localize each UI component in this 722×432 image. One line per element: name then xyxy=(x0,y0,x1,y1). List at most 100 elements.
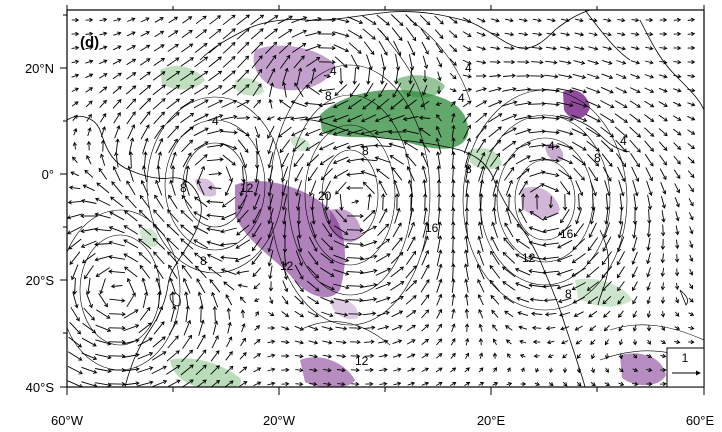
wind-vector xyxy=(689,226,693,234)
wind-vector-head xyxy=(649,74,655,79)
wind-vector xyxy=(587,237,599,251)
wind-vector-head xyxy=(162,365,167,370)
wind-vector-head xyxy=(370,353,375,359)
wind-vector xyxy=(588,32,598,36)
wind-vector-head xyxy=(451,151,456,156)
wind-vector-head xyxy=(424,381,430,386)
wind-vector xyxy=(335,209,347,223)
wind-vector-head xyxy=(213,320,219,325)
wind-vector xyxy=(493,208,497,224)
wind-vector xyxy=(644,127,654,137)
wind-vector-head xyxy=(299,340,304,345)
wind-vector xyxy=(73,128,77,136)
wind-vector-head xyxy=(376,105,381,110)
wind-vector-head xyxy=(481,46,487,51)
wind-vector-head xyxy=(268,287,274,292)
wind-vector-head xyxy=(411,324,416,329)
wind-vector-head xyxy=(373,240,378,245)
wind-vector-head xyxy=(534,193,540,198)
wind-vector xyxy=(492,180,498,196)
wind-vector xyxy=(166,84,180,96)
wind-vector xyxy=(268,250,274,266)
wind-vector-head xyxy=(160,321,165,326)
wind-vector-head xyxy=(146,97,152,103)
wind-vector xyxy=(347,158,363,162)
wind-vector xyxy=(673,155,681,165)
wind-vector-head xyxy=(231,56,236,61)
wind-vector xyxy=(143,166,147,182)
wind-vector xyxy=(123,239,139,249)
wind-vector xyxy=(360,144,378,148)
wind-vector-head xyxy=(609,89,614,94)
wind-vector-head xyxy=(403,141,408,146)
wind-vector xyxy=(405,27,417,41)
wind-vector-head xyxy=(463,249,469,254)
wind-vector-head xyxy=(153,209,158,214)
wind-vector xyxy=(662,253,664,263)
wind-vector-head xyxy=(650,118,655,123)
wind-vector-head xyxy=(435,125,440,131)
wind-vector xyxy=(153,58,165,66)
wind-vector-head xyxy=(398,324,403,330)
wind-vector-head xyxy=(554,74,559,79)
wind-vector xyxy=(646,369,652,371)
wind-vector-head xyxy=(506,367,511,372)
wind-vector-head xyxy=(396,207,401,212)
wind-vector xyxy=(462,100,472,108)
wind-vector-head xyxy=(314,313,319,318)
wind-vector-head xyxy=(131,58,137,63)
wind-vector xyxy=(139,111,151,125)
wind-vector xyxy=(252,69,262,83)
wind-vector xyxy=(269,265,273,279)
wind-vector xyxy=(378,208,388,224)
wind-vector-head xyxy=(284,67,289,72)
wind-vector xyxy=(255,165,259,183)
wind-vector-head xyxy=(256,99,261,104)
wind-vector-head xyxy=(479,382,485,386)
wind-vector xyxy=(320,155,334,165)
wind-vector-head xyxy=(145,124,150,129)
wind-vector-head xyxy=(518,208,523,213)
wind-vector-head xyxy=(285,367,290,373)
wind-vector xyxy=(113,18,121,22)
wind-vector xyxy=(588,46,598,50)
wind-vector-head xyxy=(690,159,695,164)
wind-vector xyxy=(281,311,289,317)
wind-vector xyxy=(632,281,638,291)
wind-vector-head xyxy=(188,139,194,144)
wind-vector xyxy=(452,235,454,253)
wind-vector-head xyxy=(608,60,613,65)
wind-vector-head xyxy=(313,368,318,373)
wind-vector xyxy=(281,341,289,343)
wind-vector-head xyxy=(170,165,176,170)
wind-vector-head xyxy=(676,339,681,345)
wind-vector xyxy=(673,101,681,107)
wind-vector-head xyxy=(574,326,579,331)
wind-vector xyxy=(255,138,259,154)
wind-vector xyxy=(392,339,402,345)
wind-vector-head xyxy=(438,49,443,54)
wind-vector-head xyxy=(241,178,246,183)
wind-vector-head xyxy=(436,90,442,95)
wind-vector-head xyxy=(281,206,287,211)
wind-vector xyxy=(69,251,81,265)
wind-vector xyxy=(346,229,364,231)
wind-vector-head xyxy=(344,298,350,304)
wind-vector-head xyxy=(217,171,223,176)
wind-vector xyxy=(558,224,572,236)
wind-vector-head xyxy=(512,113,518,119)
wind-vector xyxy=(126,292,136,308)
wind-vector-head xyxy=(660,259,665,264)
wind-vector xyxy=(128,166,134,182)
wind-vector xyxy=(308,325,318,331)
wind-vector xyxy=(590,382,596,386)
wind-vector-head xyxy=(236,270,241,275)
wind-vector-head xyxy=(690,130,696,135)
wind-vector xyxy=(294,340,304,344)
wind-vector-head xyxy=(425,264,430,269)
wind-vector-head xyxy=(565,32,571,37)
wind-vector xyxy=(140,124,150,140)
wind-vector-head xyxy=(313,381,318,387)
wind-vector xyxy=(587,281,599,291)
